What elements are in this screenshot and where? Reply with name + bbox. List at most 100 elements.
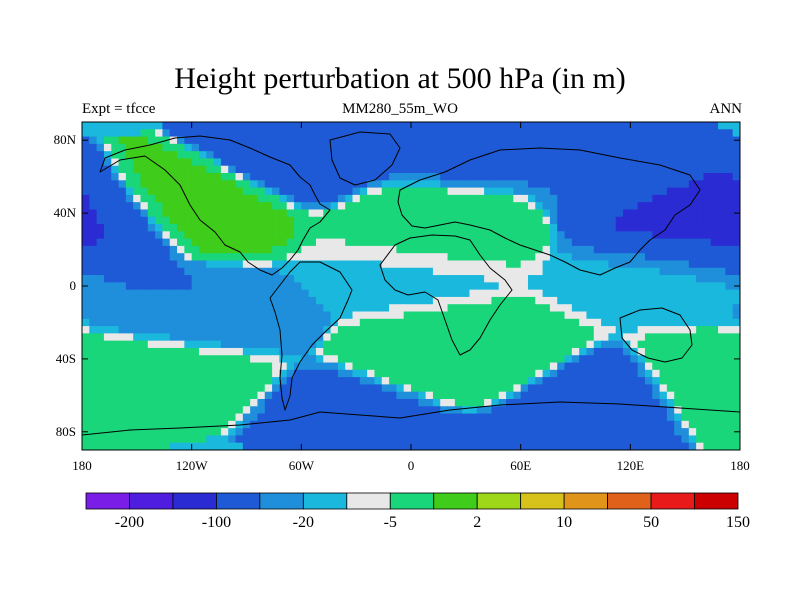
field-cell (469, 318, 478, 327)
field-cell (557, 413, 566, 422)
field-cell (630, 362, 639, 371)
field-cell (242, 158, 251, 167)
field-cell (162, 151, 171, 160)
field-cell (301, 136, 310, 145)
field-cell (732, 194, 740, 203)
field-cell (557, 158, 566, 167)
field-cell (396, 384, 405, 393)
field-cell (184, 231, 193, 240)
field-cell (133, 289, 142, 298)
field-cell (374, 238, 383, 247)
field-cell (162, 442, 171, 450)
field-cell (206, 143, 215, 152)
field-cell (681, 435, 690, 444)
field-cell (411, 311, 419, 320)
field-cell (250, 384, 259, 393)
field-cell (198, 398, 207, 407)
colorbar-label: 2 (473, 514, 481, 531)
field-cell (279, 267, 288, 276)
field-cell (411, 384, 419, 393)
field-cell (118, 267, 127, 276)
field-cell (359, 442, 368, 450)
field-cell (652, 216, 661, 225)
field-cell (725, 253, 734, 262)
field-cell (96, 318, 105, 327)
field-cell (732, 333, 740, 342)
field-cell (520, 369, 529, 378)
field-cell (623, 245, 631, 254)
field-cell (703, 384, 712, 393)
field-cell (432, 428, 441, 437)
field-cell (579, 158, 588, 167)
field-cell (652, 406, 661, 415)
field-cell (198, 362, 207, 371)
field-cell (345, 384, 354, 393)
field-cell (623, 253, 631, 262)
field-cell (527, 202, 536, 211)
field-cell (535, 253, 544, 262)
field-cell (432, 245, 441, 254)
field-cell (213, 238, 222, 247)
field-cell (389, 311, 397, 320)
field-cell (111, 311, 120, 320)
field-cell (520, 413, 529, 422)
field-cell (272, 136, 280, 145)
field-cell (630, 289, 639, 298)
field-cell (381, 304, 390, 313)
field-cell (601, 442, 609, 450)
field-cell (469, 209, 478, 218)
field-cell (527, 267, 536, 276)
field-cell (286, 428, 295, 437)
field-cell (147, 231, 156, 240)
field-cell (301, 245, 310, 254)
field-cell (140, 260, 149, 269)
field-cell (593, 384, 602, 393)
field-cell (484, 202, 493, 211)
field-cell (140, 238, 149, 247)
field-cell (513, 136, 522, 145)
field-cell (725, 304, 734, 313)
field-cell (359, 333, 368, 342)
field-cell (140, 326, 149, 334)
field-cell (228, 275, 237, 283)
field-cell (272, 143, 280, 152)
field-cell (586, 158, 595, 167)
field-cell (513, 202, 522, 211)
field-cell (352, 347, 361, 356)
field-cell (411, 202, 419, 211)
field-cell (169, 333, 178, 342)
field-cell (330, 333, 339, 342)
field-cell (432, 202, 441, 211)
field-cell (411, 428, 419, 437)
field-cell (279, 435, 288, 444)
field-cell (462, 202, 471, 211)
field-cell (696, 311, 705, 320)
field-cell (184, 442, 193, 450)
field-cell (191, 355, 200, 364)
field-cell (703, 143, 712, 152)
field-cell (564, 275, 573, 283)
field-cell (162, 165, 171, 174)
field-cell (447, 216, 456, 225)
field-cell (242, 304, 251, 313)
field-cell (571, 326, 580, 334)
field-cell (118, 129, 127, 138)
field-cell (294, 304, 302, 313)
field-cell (89, 442, 98, 450)
field-cell (542, 333, 551, 342)
field-cell (615, 151, 624, 160)
field-cell (615, 165, 624, 174)
field-cell (623, 347, 631, 356)
field-cell (659, 406, 668, 415)
field-cell (140, 180, 149, 189)
field-cell (469, 435, 478, 444)
field-cell (710, 428, 719, 437)
field-cell (666, 209, 675, 218)
field-cell (615, 398, 624, 407)
field-cell (82, 202, 90, 211)
field-cell (666, 369, 675, 378)
field-cell (96, 245, 105, 254)
field-cell (732, 420, 740, 429)
field-cell (557, 180, 566, 189)
field-cell (308, 151, 317, 160)
